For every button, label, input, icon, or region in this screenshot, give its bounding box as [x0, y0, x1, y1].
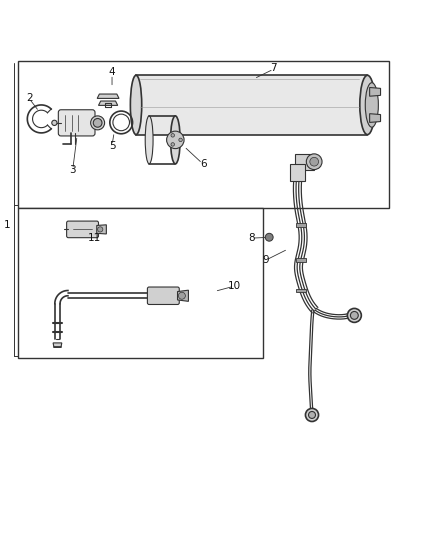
- Circle shape: [179, 138, 182, 142]
- Polygon shape: [97, 94, 119, 99]
- Circle shape: [171, 143, 174, 146]
- Text: 11: 11: [88, 233, 101, 243]
- Circle shape: [305, 408, 318, 422]
- Text: 3: 3: [69, 165, 76, 175]
- Polygon shape: [136, 75, 367, 135]
- Ellipse shape: [360, 75, 375, 135]
- Text: 7: 7: [270, 63, 277, 73]
- Circle shape: [166, 131, 184, 149]
- Text: 5: 5: [109, 141, 115, 151]
- FancyBboxPatch shape: [67, 221, 99, 238]
- Text: 2: 2: [26, 93, 32, 103]
- Polygon shape: [290, 164, 305, 181]
- Polygon shape: [296, 258, 306, 262]
- Polygon shape: [53, 343, 62, 348]
- Polygon shape: [99, 101, 118, 106]
- Text: 6: 6: [201, 159, 207, 169]
- Ellipse shape: [131, 75, 142, 135]
- Polygon shape: [370, 87, 381, 96]
- Text: 1: 1: [4, 220, 11, 230]
- Circle shape: [98, 227, 103, 232]
- Circle shape: [350, 311, 358, 319]
- Bar: [18, 207, 263, 358]
- Text: 4: 4: [109, 67, 115, 77]
- Circle shape: [310, 157, 318, 166]
- Polygon shape: [296, 223, 306, 227]
- Circle shape: [265, 233, 273, 241]
- Circle shape: [171, 134, 174, 137]
- Text: 10: 10: [228, 281, 241, 291]
- Text: 9: 9: [263, 255, 269, 265]
- FancyBboxPatch shape: [58, 110, 95, 136]
- FancyBboxPatch shape: [148, 287, 179, 304]
- Bar: [18, 61, 389, 207]
- Polygon shape: [296, 289, 306, 292]
- Circle shape: [308, 411, 315, 418]
- Circle shape: [347, 309, 361, 322]
- Polygon shape: [97, 225, 106, 234]
- Ellipse shape: [145, 116, 153, 164]
- Circle shape: [306, 154, 322, 169]
- Ellipse shape: [365, 83, 378, 127]
- Polygon shape: [177, 290, 188, 301]
- Text: 8: 8: [248, 233, 255, 243]
- Circle shape: [52, 120, 57, 125]
- Ellipse shape: [170, 116, 180, 164]
- Circle shape: [178, 292, 185, 299]
- Circle shape: [91, 116, 105, 130]
- Polygon shape: [370, 114, 381, 123]
- Circle shape: [93, 118, 102, 127]
- Polygon shape: [295, 154, 314, 169]
